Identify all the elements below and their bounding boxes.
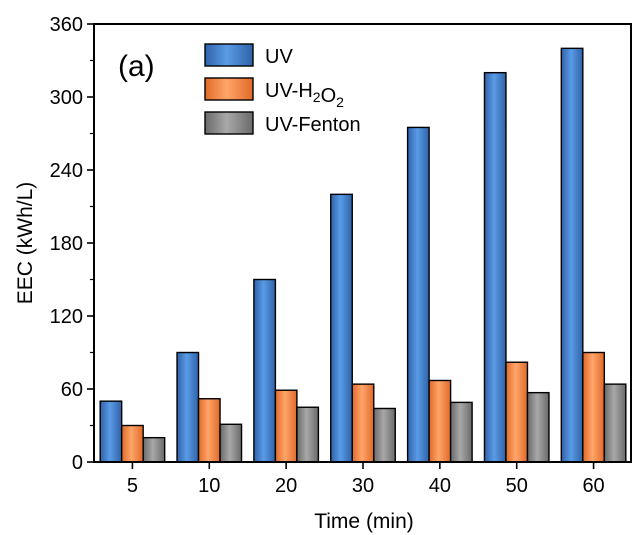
x-tick-label-5: 5 — [127, 475, 138, 497]
x-tick-label-30: 30 — [352, 475, 374, 497]
bar-uv-fenton-40 — [449, 401, 473, 463]
bar-uv-40 — [406, 126, 430, 463]
legend-label-uv-fenton: UV-Fenton — [265, 114, 361, 136]
bar-uv-h2o2-60 — [582, 351, 606, 463]
bar-uv-60 — [560, 47, 584, 463]
bar-uv-10 — [176, 351, 200, 463]
bar-uv-20 — [253, 278, 277, 463]
bar-uv-fenton-10 — [219, 423, 243, 463]
bar-uv-30 — [330, 193, 353, 463]
x-tick-label-10: 10 — [198, 475, 220, 497]
bar-uv-50 — [483, 71, 507, 463]
legend-swatch-uv — [204, 43, 254, 67]
y-tick-label-180: 180 — [50, 233, 83, 255]
bar-uv-h2o2-40 — [428, 379, 452, 463]
bar-uv-h2o2-5 — [120, 424, 144, 463]
bar-uv-fenton-50 — [526, 391, 550, 463]
y-tick-label-360: 360 — [50, 14, 83, 36]
legend-swatch-uv-fenton — [204, 111, 254, 135]
x-axis-title: Time (min) — [314, 510, 414, 533]
bar-uv-h2o2-50 — [505, 361, 529, 463]
y-tick-label-120: 120 — [50, 306, 83, 328]
y-tick-label-0: 0 — [72, 452, 83, 474]
panel-label: (a) — [118, 50, 155, 83]
bars-layer — [99, 47, 627, 463]
x-tick-label-20: 20 — [275, 475, 297, 497]
x-tick-label-60: 60 — [582, 475, 604, 497]
bar-uv-5 — [99, 400, 123, 463]
y-axis-title: EEC (kWh/L) — [14, 182, 37, 305]
bar-uv-h2o2-10 — [197, 398, 221, 463]
bar-uv-fenton-30 — [373, 407, 396, 463]
y-tick-label-60: 60 — [61, 379, 83, 401]
x-tick-label-50: 50 — [506, 475, 528, 497]
legend: UV UV-H2O2 UV-Fenton — [204, 43, 361, 136]
axes-layer: 0 60 120 180 240 300 360 5 10 20 30 40 50 60 — [50, 14, 632, 497]
y-tick-label-240: 240 — [50, 160, 83, 182]
legend-label-uv-h2o2: UV-H2O2 — [265, 80, 344, 110]
x-tick-label-40: 40 — [429, 475, 451, 497]
bar-uv-h2o2-20 — [274, 389, 298, 463]
legend-label-uv: UV — [265, 46, 293, 68]
bar-uv-fenton-20 — [296, 406, 320, 463]
bar-uv-h2o2-30 — [351, 383, 375, 463]
bar-uv-fenton-5 — [142, 436, 166, 463]
legend-swatch-uv-h2o2 — [204, 77, 254, 101]
bar-uv-fenton-60 — [603, 383, 627, 463]
y-tick-label-300: 300 — [50, 87, 83, 109]
